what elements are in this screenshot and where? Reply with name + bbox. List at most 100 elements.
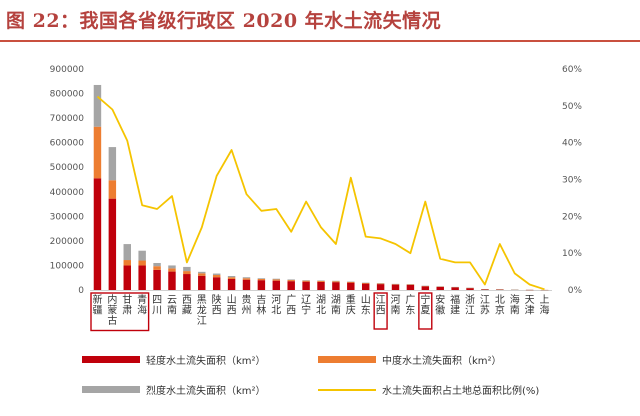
right-axis-tick-label: 60% — [562, 65, 582, 75]
bar-segment-mild — [257, 280, 266, 290]
bar-segment-mild — [332, 282, 340, 290]
legend-label-ratio: 水土流失面积占土地总面积比例(%) — [382, 386, 540, 397]
figure-title-bar: 图 22：我国各省级行政区 2020 年水土流失情况 — [0, 0, 640, 44]
bar-segment-mild — [361, 283, 370, 290]
bar-segment-mild — [168, 271, 176, 290]
bar-segment-mild — [183, 274, 191, 290]
x-axis-category-label: 山东 — [361, 294, 371, 317]
x-axis-category-label: 云南 — [167, 295, 177, 317]
bar-segment-moderate — [361, 283, 370, 284]
legend-item-moderate: 中度水土流失面积（km²） — [318, 352, 502, 367]
left-axis-tick-label: 900000 — [50, 65, 85, 75]
bar-segment-moderate — [168, 268, 176, 272]
bar-segment-mild — [451, 287, 459, 290]
bar-segment-mild — [436, 286, 444, 290]
x-axis-category-label: 江西 — [376, 294, 386, 317]
bar-segment-moderate — [183, 271, 191, 275]
title-underline — [0, 40, 640, 42]
bar-segment-moderate — [272, 279, 281, 281]
bar-segment-moderate — [302, 280, 310, 282]
x-axis-category-label: 广东 — [405, 294, 415, 317]
legend-swatch-ratio — [318, 388, 376, 391]
x-axis-category-label: 新疆 — [92, 293, 102, 317]
bar-segment-severe — [93, 84, 102, 127]
x-axis-category-label: 辽宁 — [301, 294, 311, 317]
x-axis-category-label: 上海 — [540, 294, 550, 317]
x-axis-category-label: 天津 — [525, 295, 535, 317]
bar-segment-mild — [138, 265, 146, 290]
category-highlight-box — [418, 292, 433, 330]
legend-item-ratio: 水土流失面积占土地总面积比例(%) — [318, 382, 539, 397]
x-axis-category-label: 福建 — [450, 293, 460, 317]
left-axis-tick-label: 200000 — [50, 237, 85, 247]
bar-segment-severe — [168, 265, 176, 269]
bar-segment-mild — [153, 269, 161, 290]
bar-segment-moderate — [287, 280, 295, 282]
x-axis-category-label: 贵州 — [241, 293, 251, 317]
bar-segment-severe — [227, 276, 236, 278]
right-axis-tick-label: 0% — [568, 286, 583, 296]
bar-segment-mild — [198, 275, 206, 290]
bar-segment-mild — [227, 278, 236, 290]
bar-segment-severe — [138, 250, 146, 261]
x-axis-category-label: 重庆 — [346, 293, 356, 317]
bar-segment-moderate — [93, 126, 102, 179]
left-axis-tick-label: 100000 — [50, 261, 85, 271]
bar-segment-moderate — [347, 281, 355, 283]
bar-segment-mild — [212, 277, 221, 290]
bar-segment-mild — [317, 281, 325, 290]
legend-item-mild: 轻度水土流失面积（km²） — [82, 352, 266, 367]
bar-segment-moderate — [108, 180, 117, 199]
bar-segment-severe — [242, 277, 251, 279]
left-axis-tick-label: 500000 — [50, 163, 85, 173]
x-axis-category-label: 甘肃 — [122, 293, 132, 317]
x-axis-category-label: 北京 — [495, 294, 505, 317]
bar-segment-moderate — [212, 275, 221, 278]
x-axis-category-label: 山西 — [227, 294, 237, 317]
x-axis-category-label: 江苏 — [480, 294, 490, 317]
x-axis-category-label: 西藏 — [182, 295, 192, 317]
left-axis-tick-label: 600000 — [50, 139, 85, 149]
legend-swatch-severe — [82, 386, 140, 393]
bar-segment-severe — [153, 262, 161, 267]
legend-swatch-mild — [82, 356, 140, 363]
category-highlight-box — [373, 292, 388, 330]
ratio-series-line — [96, 95, 545, 291]
left-axis-tick-label: 700000 — [50, 114, 85, 124]
bar-segment-moderate — [198, 273, 206, 276]
legend-label-moderate: 中度水土流失面积（km²） — [382, 356, 502, 367]
bar-segment-moderate — [317, 280, 325, 282]
bar-segment-moderate — [138, 260, 146, 266]
left-axis-tick-label: 400000 — [50, 188, 85, 198]
legend-swatch-moderate — [318, 356, 376, 363]
bar-segment-mild — [391, 284, 400, 290]
bar-segment-mild — [242, 279, 251, 290]
bar-segment-mild — [123, 265, 131, 290]
right-axis-tick-label: 10% — [562, 249, 582, 259]
x-axis-category-label: 四川 — [152, 295, 162, 317]
left-axis-tick-label: 300000 — [50, 212, 85, 222]
bar-segment-severe — [257, 278, 266, 279]
legend-label-severe: 烈度水土流失面积（km²） — [146, 386, 266, 397]
bar-segment-mild — [406, 284, 415, 290]
right-axis-tick-label: 30% — [562, 176, 582, 186]
legend-item-severe: 烈度水土流失面积（km²） — [82, 382, 266, 397]
chart-area: 0 100000 200000 300000 400000 500000 600000 700… — [50, 65, 583, 332]
x-axis-category-label: 浙江 — [465, 294, 475, 317]
bar-segment-severe — [108, 147, 117, 181]
x-axis-category-label: 安徽 — [435, 293, 445, 317]
bar-segment-mild — [108, 198, 117, 290]
left-axis-tick-label: 0 — [78, 286, 84, 296]
x-axis-category-label: 广西 — [286, 294, 296, 317]
bar-segment-severe — [123, 244, 131, 261]
bar-segment-severe — [212, 273, 221, 276]
bar-segment-moderate — [153, 266, 161, 270]
x-axis-category-label: 青海 — [137, 293, 147, 317]
x-axis-category-label: 湖南 — [331, 294, 341, 317]
bar-segment-severe — [287, 279, 295, 281]
x-axis-category-label: 内蒙古 — [107, 293, 117, 327]
bar-segment-severe — [272, 278, 281, 280]
left-axis-tick-label: 800000 — [50, 90, 85, 100]
bar-segment-mild — [466, 288, 474, 290]
bar-segment-mild — [421, 286, 430, 290]
